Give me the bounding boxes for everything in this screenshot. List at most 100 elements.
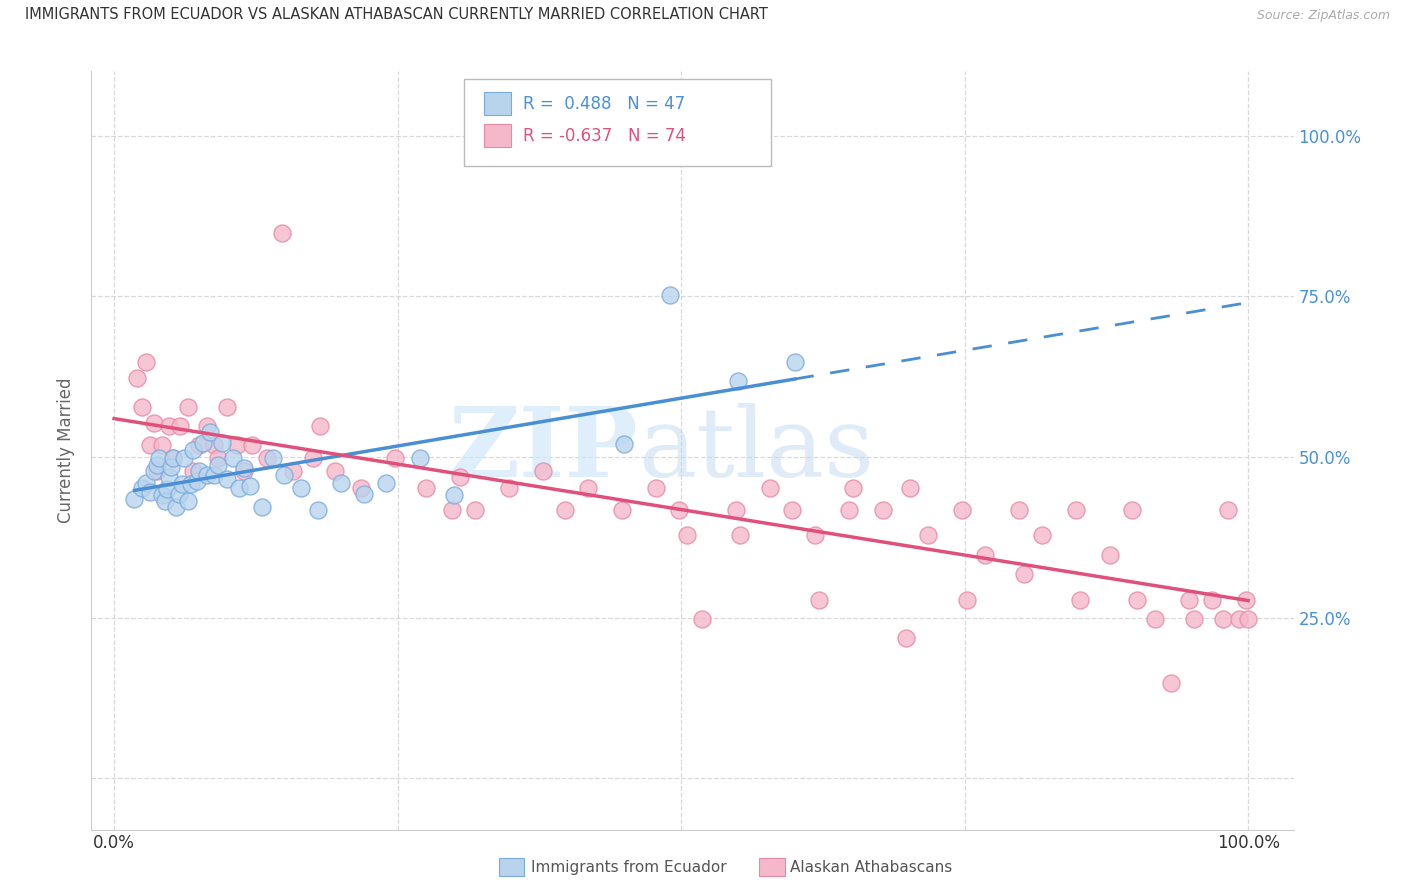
Point: [159, 459, 181, 474]
Point: [183, 464, 205, 478]
Point: [139, 485, 162, 500]
Point: [323, 464, 346, 478]
Point: [1126, 592, 1149, 607]
Point: [658, 288, 681, 302]
Text: Immigrants from Ecuador: Immigrants from Ecuador: [531, 860, 727, 874]
Point: [1212, 612, 1234, 626]
Text: R = -0.637   N = 74: R = -0.637 N = 74: [523, 127, 686, 145]
Point: [157, 419, 180, 434]
Point: [531, 464, 554, 478]
Point: [415, 481, 437, 495]
Point: [207, 451, 229, 466]
Point: [177, 400, 200, 414]
Point: [124, 491, 146, 506]
Point: [233, 464, 256, 478]
Point: [290, 481, 312, 495]
Point: [172, 476, 194, 491]
Point: [256, 451, 278, 466]
Point: [250, 500, 273, 514]
Point: [228, 481, 250, 495]
Point: [1031, 528, 1053, 542]
Point: [1182, 612, 1205, 626]
Point: [758, 481, 780, 495]
Point: [724, 502, 747, 516]
Point: [188, 464, 211, 478]
Point: [728, 528, 751, 542]
Point: [1178, 592, 1201, 607]
Point: [610, 502, 633, 516]
Point: [131, 481, 153, 495]
Point: [125, 371, 148, 385]
Point: [225, 438, 247, 452]
Point: [1237, 612, 1260, 626]
Point: [974, 548, 997, 562]
Text: ZIP: ZIP: [449, 403, 638, 498]
Point: [191, 435, 214, 450]
Point: [498, 481, 520, 495]
Point: [217, 472, 239, 486]
Point: [150, 438, 173, 452]
Point: [135, 355, 157, 369]
Point: [645, 481, 668, 495]
Point: [211, 435, 233, 450]
Point: [353, 487, 375, 501]
Y-axis label: Currently Married: Currently Married: [58, 377, 76, 524]
Point: [409, 451, 432, 466]
Point: [156, 482, 179, 496]
Point: [804, 528, 827, 542]
Point: [273, 467, 295, 482]
Point: [1227, 612, 1250, 626]
Point: [165, 500, 187, 514]
Point: [173, 451, 195, 466]
Point: [1012, 566, 1035, 581]
Point: [157, 470, 180, 484]
Text: R =  0.488   N = 47: R = 0.488 N = 47: [523, 95, 685, 113]
Point: [375, 475, 398, 490]
Point: [186, 475, 208, 489]
Point: [554, 502, 576, 516]
Point: [180, 476, 202, 491]
Point: [808, 592, 831, 607]
Point: [262, 451, 284, 466]
Point: [139, 438, 162, 452]
Point: [207, 458, 229, 472]
Point: [576, 481, 599, 495]
Point: [838, 502, 860, 516]
Point: [329, 475, 352, 490]
Point: [195, 419, 218, 434]
Point: [142, 417, 165, 431]
Point: [1234, 592, 1257, 607]
FancyBboxPatch shape: [464, 79, 770, 166]
Point: [169, 419, 191, 434]
Point: [307, 502, 329, 516]
Point: [135, 475, 157, 490]
Text: atlas: atlas: [638, 403, 875, 498]
Point: [842, 481, 865, 495]
Point: [202, 467, 225, 482]
Point: [898, 481, 921, 495]
Point: [1008, 502, 1031, 516]
Point: [350, 481, 373, 495]
Point: [142, 464, 165, 478]
Point: [675, 528, 697, 542]
Point: [148, 451, 170, 466]
Point: [242, 438, 264, 452]
Point: [222, 451, 245, 466]
Point: [162, 451, 184, 466]
FancyBboxPatch shape: [485, 92, 510, 114]
Point: [1216, 502, 1239, 516]
Point: [271, 227, 294, 241]
Point: [1098, 548, 1121, 562]
Point: [668, 502, 690, 516]
Point: [449, 470, 471, 484]
Point: [727, 374, 749, 388]
Point: [1201, 592, 1223, 607]
Point: [783, 355, 806, 369]
Point: [950, 502, 973, 516]
Point: [440, 502, 463, 516]
Text: IMMIGRANTS FROM ECUADOR VS ALASKAN ATHABASCAN CURRENTLY MARRIED CORRELATION CHAR: IMMIGRANTS FROM ECUADOR VS ALASKAN ATHAB…: [25, 7, 768, 22]
Point: [183, 443, 205, 458]
Point: [217, 400, 239, 414]
Point: [872, 502, 894, 516]
Point: [146, 464, 169, 478]
